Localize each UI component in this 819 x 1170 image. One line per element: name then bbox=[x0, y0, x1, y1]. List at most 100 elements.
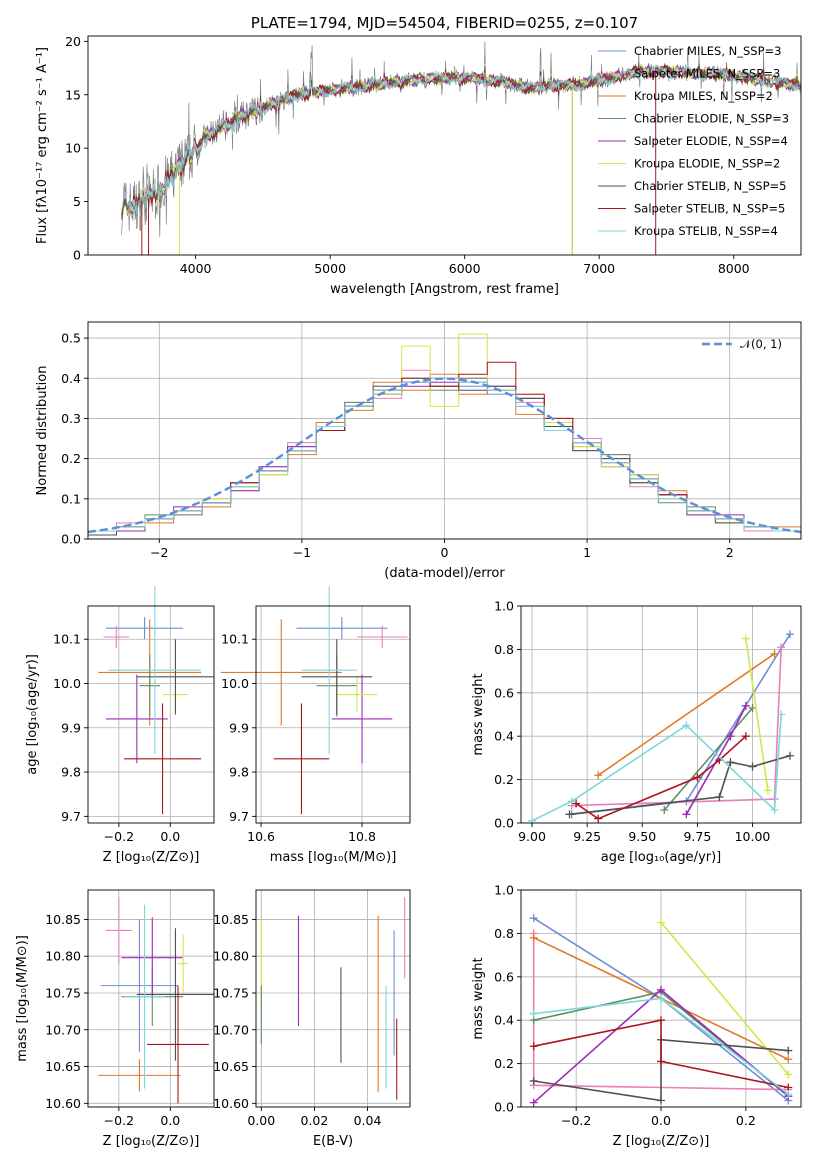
weight-marker-5-1 bbox=[784, 1070, 793, 1079]
y-tick-label: 20 bbox=[65, 34, 81, 49]
x-tick-label: 0.0 bbox=[160, 829, 180, 844]
weight-marker-6-0 bbox=[565, 810, 574, 819]
weight-line-6 bbox=[533, 1038, 789, 1102]
weight-marker-3-0 bbox=[660, 805, 669, 814]
axes-frame-mass-ebv bbox=[255, 889, 411, 1108]
y-tick-label: 9.9 bbox=[229, 720, 249, 735]
legend-label: Salpeter ELODIE, N_SSP=4 bbox=[634, 134, 788, 148]
weight-marker-4-2 bbox=[741, 701, 750, 710]
x-tick-label: 0.04 bbox=[354, 1113, 382, 1128]
weight-line-5 bbox=[745, 638, 769, 791]
axes-frame-spectrum bbox=[87, 35, 802, 256]
x-axis-label: wavelength [Angstrom, rest frame] bbox=[330, 282, 559, 297]
weight-marker-4-1 bbox=[657, 985, 665, 994]
legend-label: Salpeter STELIB, N_SSP=5 bbox=[634, 202, 785, 216]
weight-line-5 bbox=[660, 921, 789, 1076]
y-tick-label: 10.85 bbox=[213, 912, 249, 927]
y-axis-label: Normed distribution bbox=[35, 366, 50, 496]
y-tick-label: 0.4 bbox=[494, 729, 514, 744]
legend-label: Kroupa MILES, N_SSP=2 bbox=[634, 89, 773, 103]
y-tick-label: 0.2 bbox=[494, 1056, 514, 1071]
weight-marker-7-4 bbox=[741, 732, 750, 741]
y-tick-label: 10.65 bbox=[45, 1059, 81, 1074]
y-tick-label: 10.70 bbox=[45, 1022, 81, 1037]
x-tick-label: 0.00 bbox=[247, 1113, 275, 1128]
grid-layer bbox=[88, 322, 801, 1108]
weight-lines-weight-age bbox=[528, 630, 794, 825]
weight-marker-2-0 bbox=[594, 771, 603, 780]
spectrum-lines bbox=[121, 41, 801, 255]
axes-frame-weight-age bbox=[520, 605, 802, 824]
y-tick-label: 0.0 bbox=[494, 816, 514, 831]
y-tick-label: 0.2 bbox=[61, 451, 81, 466]
y-tick-label: 10.75 bbox=[213, 985, 249, 1000]
weight-marker-0-2 bbox=[785, 630, 794, 639]
x-tick-label: 9.25 bbox=[573, 829, 601, 844]
weight-marker-5-1 bbox=[763, 786, 772, 795]
x-tick-label: 10.8 bbox=[348, 829, 376, 844]
x-tick-label: 9.75 bbox=[683, 829, 711, 844]
weight-marker-6-2 bbox=[726, 758, 735, 767]
y-tick-label: 10.1 bbox=[221, 632, 249, 647]
weight-marker-7-1 bbox=[594, 814, 603, 823]
y-tick-label: 10.85 bbox=[45, 912, 81, 927]
x-axis-label: age [log₁₀(age/yr)] bbox=[601, 850, 722, 865]
weight-marker-8-4 bbox=[777, 710, 786, 719]
y-tick-label: 0.5 bbox=[61, 331, 81, 346]
x-tick-label: 0.0 bbox=[160, 1113, 180, 1128]
weight-lines-weight-z bbox=[529, 914, 793, 1107]
weight-marker-6-4 bbox=[785, 751, 794, 760]
weight-marker-4-1 bbox=[726, 732, 735, 741]
y-tick-label: 15 bbox=[65, 87, 81, 102]
weight-marker-2-0 bbox=[529, 933, 538, 942]
weight-marker-0-0 bbox=[529, 914, 538, 923]
legend-label: Salpeter MILES, N_SSP=3 bbox=[634, 67, 780, 81]
x-tick-label: 0.2 bbox=[736, 1113, 756, 1128]
weight-marker-6-1 bbox=[657, 1096, 665, 1105]
y-tick-label: 9.8 bbox=[229, 765, 249, 780]
axes-frame-mass-z bbox=[87, 889, 215, 1108]
y-tick-label: 0.4 bbox=[61, 371, 81, 386]
legend-label: Chabrier ELODIE, N_SSP=3 bbox=[634, 112, 789, 126]
axes-frame-age-z bbox=[87, 605, 215, 824]
weight-marker-5-0 bbox=[657, 918, 665, 927]
errorbars-mass-ebv bbox=[260, 897, 406, 1100]
x-tick-label: 4000 bbox=[180, 261, 212, 276]
x-axis-label: (data-model)/error bbox=[384, 566, 505, 581]
y-axis-label: age [log₁₀(age/yr)] bbox=[25, 654, 40, 775]
x-tick-label: 9.50 bbox=[628, 829, 656, 844]
y-axis-label: Flux [fλ10⁻¹⁷ erg cm⁻² s⁻¹ A⁻¹] bbox=[35, 47, 50, 244]
y-tick-label: 0 bbox=[73, 248, 81, 263]
weight-marker-6-0 bbox=[529, 1076, 538, 1085]
weight-marker-6-1 bbox=[715, 792, 724, 801]
model-spectrum-line-8 bbox=[121, 61, 801, 216]
x-tick-label: 9.00 bbox=[518, 829, 546, 844]
x-axis-label: mass [log₁₀(M/M⊙)] bbox=[270, 850, 397, 865]
histogram-steps bbox=[87, 333, 802, 539]
weight-marker-8-0 bbox=[529, 1009, 538, 1018]
y-tick-label: 10.1 bbox=[53, 632, 81, 647]
x-tick-label: 8000 bbox=[718, 261, 750, 276]
x-tick-label: 0 bbox=[441, 545, 449, 560]
weight-marker-8-2 bbox=[682, 721, 691, 730]
errorbars-mass-z bbox=[98, 897, 214, 1104]
weight-marker-6-3 bbox=[784, 1046, 793, 1055]
x-tick-label: 10.6 bbox=[247, 829, 275, 844]
weight-marker-2-1 bbox=[770, 649, 779, 658]
x-tick-label: 1 bbox=[583, 545, 591, 560]
y-tick-label: 10.70 bbox=[213, 1022, 249, 1037]
legend-label: Chabrier STELIB, N_SSP=5 bbox=[634, 179, 786, 193]
x-tick-label: 0.0 bbox=[651, 1113, 671, 1128]
y-tick-label: 9.7 bbox=[229, 809, 249, 824]
histogram-8 bbox=[87, 377, 802, 539]
normal-curve bbox=[87, 377, 802, 534]
y-axis-label: mass [log₁₀(M/M⊙)] bbox=[15, 935, 30, 1062]
y-tick-label: 9.7 bbox=[61, 809, 81, 824]
y-axis-label: mass weight bbox=[471, 673, 486, 755]
legend-label: Chabrier MILES, N_SSP=3 bbox=[634, 44, 781, 58]
x-tick-label: −0.2 bbox=[104, 1113, 134, 1128]
y-tick-label: 1.0 bbox=[494, 599, 514, 614]
weight-marker-7-2 bbox=[693, 773, 702, 782]
weight-line-2 bbox=[597, 653, 775, 776]
errorbars-age-z bbox=[98, 586, 214, 815]
